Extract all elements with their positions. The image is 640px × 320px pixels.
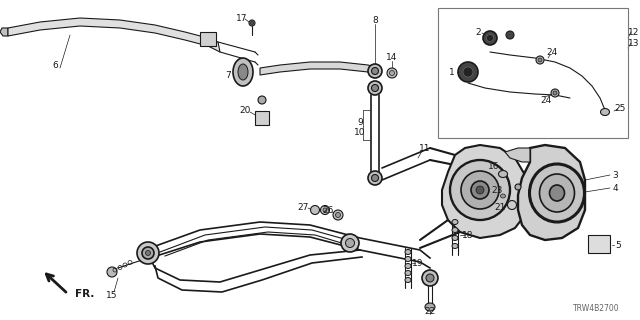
Ellipse shape	[452, 236, 458, 241]
Ellipse shape	[536, 56, 544, 64]
Text: 1: 1	[449, 68, 455, 76]
Text: 7: 7	[225, 70, 231, 79]
Text: 16: 16	[488, 162, 500, 171]
Ellipse shape	[405, 270, 411, 276]
Text: 12: 12	[628, 28, 640, 36]
Ellipse shape	[250, 21, 253, 25]
Text: 22: 22	[424, 308, 436, 316]
Polygon shape	[260, 62, 378, 76]
Ellipse shape	[233, 58, 253, 86]
Ellipse shape	[515, 184, 521, 190]
Ellipse shape	[483, 31, 497, 45]
Ellipse shape	[371, 68, 378, 75]
Ellipse shape	[371, 84, 378, 92]
Ellipse shape	[249, 20, 255, 26]
Ellipse shape	[390, 70, 394, 76]
Ellipse shape	[452, 228, 458, 233]
Ellipse shape	[405, 277, 411, 283]
Ellipse shape	[461, 171, 499, 209]
Text: 25: 25	[614, 103, 626, 113]
Bar	[588, 235, 610, 253]
Polygon shape	[0, 28, 8, 36]
Text: 23: 23	[492, 186, 502, 195]
Ellipse shape	[341, 234, 359, 252]
Ellipse shape	[600, 108, 609, 116]
Ellipse shape	[452, 220, 458, 225]
Text: 9: 9	[357, 117, 363, 126]
Ellipse shape	[452, 244, 458, 249]
Ellipse shape	[145, 251, 150, 255]
Ellipse shape	[371, 174, 378, 181]
Ellipse shape	[368, 64, 382, 78]
Ellipse shape	[486, 35, 493, 42]
Ellipse shape	[405, 263, 411, 268]
Text: FR.: FR.	[75, 289, 94, 299]
Text: 13: 13	[628, 38, 640, 47]
Text: 21: 21	[494, 203, 506, 212]
Text: 27: 27	[298, 203, 308, 212]
Ellipse shape	[426, 274, 434, 282]
Ellipse shape	[476, 186, 484, 194]
Text: 15: 15	[106, 291, 118, 300]
Text: 17: 17	[236, 13, 248, 22]
Text: 18: 18	[462, 230, 474, 239]
Text: 24: 24	[540, 95, 552, 105]
Ellipse shape	[506, 31, 514, 39]
Ellipse shape	[538, 58, 542, 62]
Ellipse shape	[238, 64, 248, 80]
Ellipse shape	[368, 171, 382, 185]
Ellipse shape	[553, 91, 557, 95]
Ellipse shape	[551, 89, 559, 97]
Ellipse shape	[425, 303, 435, 311]
Text: 4: 4	[612, 183, 618, 193]
Ellipse shape	[508, 201, 516, 210]
Ellipse shape	[142, 247, 154, 259]
Ellipse shape	[458, 62, 478, 82]
Text: 5: 5	[615, 241, 621, 250]
Text: 6: 6	[52, 60, 58, 69]
Ellipse shape	[471, 181, 489, 199]
Ellipse shape	[107, 267, 117, 277]
Text: 24: 24	[547, 47, 557, 57]
Bar	[438, 8, 628, 138]
Text: 10: 10	[355, 127, 365, 137]
Ellipse shape	[550, 185, 564, 201]
Ellipse shape	[333, 210, 343, 220]
Polygon shape	[505, 148, 530, 162]
Ellipse shape	[368, 81, 382, 95]
Ellipse shape	[529, 164, 584, 222]
Ellipse shape	[387, 68, 397, 78]
Polygon shape	[518, 145, 585, 240]
Ellipse shape	[463, 67, 473, 77]
Ellipse shape	[258, 96, 266, 104]
Bar	[255, 111, 269, 125]
Ellipse shape	[137, 242, 159, 264]
Text: 2: 2	[475, 28, 481, 36]
Text: TRW4B2700: TRW4B2700	[573, 304, 620, 313]
Ellipse shape	[335, 212, 340, 218]
Text: 8: 8	[372, 15, 378, 25]
Polygon shape	[8, 18, 220, 52]
Text: 11: 11	[419, 143, 431, 153]
Text: 14: 14	[387, 52, 397, 61]
Ellipse shape	[540, 174, 575, 212]
Text: 26: 26	[323, 205, 333, 214]
Text: 19: 19	[412, 259, 424, 268]
Polygon shape	[200, 32, 216, 46]
Text: 3: 3	[612, 171, 618, 180]
Ellipse shape	[321, 205, 330, 214]
Ellipse shape	[422, 270, 438, 286]
Ellipse shape	[499, 171, 508, 178]
Ellipse shape	[405, 250, 411, 254]
Ellipse shape	[323, 208, 327, 212]
Ellipse shape	[405, 257, 411, 261]
Polygon shape	[442, 145, 528, 238]
Text: 20: 20	[239, 106, 251, 115]
Ellipse shape	[346, 238, 355, 247]
Ellipse shape	[310, 205, 319, 214]
Ellipse shape	[450, 160, 510, 220]
Ellipse shape	[500, 194, 506, 198]
